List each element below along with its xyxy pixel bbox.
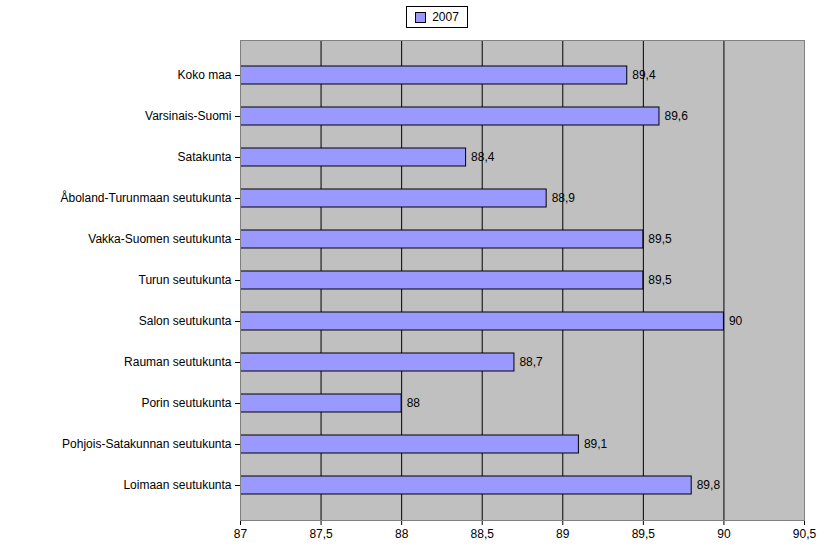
svg-text:87: 87 — [234, 527, 248, 541]
svg-text:Pohjois-Satakunnan seutukunta: Pohjois-Satakunnan seutukunta — [62, 437, 232, 451]
html-text:2007: 2007 — [432, 10, 459, 24]
svg-text:Rauman seutukunta: Rauman seutukunta — [124, 355, 232, 369]
svg-text:Satakunta: Satakunta — [177, 150, 231, 164]
svg-text:89,5: 89,5 — [648, 273, 672, 287]
svg-text:89,8: 89,8 — [697, 478, 721, 492]
svg-text:90: 90 — [717, 527, 731, 541]
svg-text:Loimaan seutukunta: Loimaan seutukunta — [123, 478, 231, 492]
svg-text:Salon seutukunta: Salon seutukunta — [139, 314, 232, 328]
svg-text:88: 88 — [407, 396, 421, 410]
svg-text:88,7: 88,7 — [519, 355, 543, 369]
svg-text:Åboland-Turunmaan seutukunta: Åboland-Turunmaan seutukunta — [61, 190, 232, 205]
svg-text:Porin seutukunta: Porin seutukunta — [141, 396, 231, 410]
svg-text:89,5: 89,5 — [632, 527, 656, 541]
svg-text:87,5: 87,5 — [309, 527, 333, 541]
svg-text:Turun seutukunta: Turun seutukunta — [139, 273, 232, 287]
svg-text:90,5: 90,5 — [793, 527, 817, 541]
svg-text:88,5: 88,5 — [471, 527, 495, 541]
svg-text:89,5: 89,5 — [648, 232, 672, 246]
svg-text:88,9: 88,9 — [552, 191, 576, 205]
svg-text:Vakka-Suomen seutukunta: Vakka-Suomen seutukunta — [88, 232, 232, 246]
svg-text:89,6: 89,6 — [664, 109, 688, 123]
svg-text:90: 90 — [729, 314, 743, 328]
svg-text:Varsinais-Suomi: Varsinais-Suomi — [145, 109, 231, 123]
svg-text:89: 89 — [556, 527, 570, 541]
svg-text:89,4: 89,4 — [632, 68, 656, 82]
svg-text:89,1: 89,1 — [584, 437, 608, 451]
svg-text:88,4: 88,4 — [471, 150, 495, 164]
svg-text:Koko maa: Koko maa — [177, 68, 231, 82]
svg-text:88: 88 — [395, 527, 409, 541]
